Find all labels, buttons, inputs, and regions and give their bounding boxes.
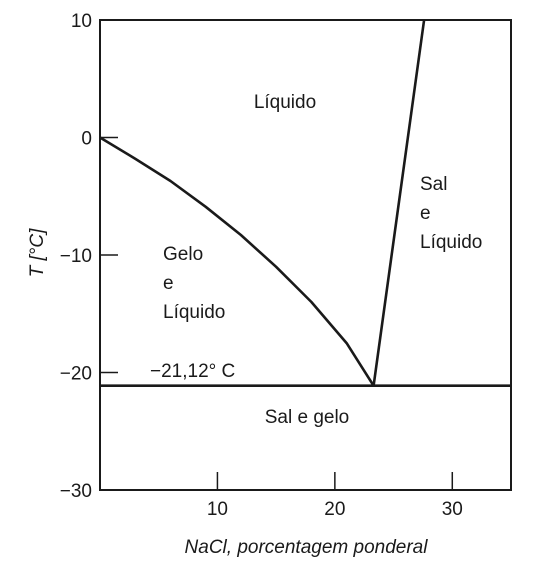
region-label-salt-liquid-line-1: Sal (420, 174, 447, 195)
region-label-salt-liquid: Sal e Líquido (420, 174, 482, 253)
x-tick-label: 10 (207, 499, 228, 520)
y-axis-title: T [°C] (27, 228, 48, 277)
region-label-ice-liquid-line-1: Gelo (163, 244, 203, 265)
x-axis-title: NaCl, porcentagem ponderal (185, 537, 429, 558)
liquidus-ice-curve (99, 136, 375, 387)
x-tick-label: 20 (324, 499, 345, 520)
region-label-liquid: Líquido (254, 92, 316, 113)
y-tick-label: −20 (60, 364, 92, 385)
region-label-ice-liquid-line-3: Líquido (163, 302, 225, 323)
y-tick-label: −10 (60, 246, 92, 267)
y-tick-label: −30 (60, 481, 92, 502)
y-tick-label: 0 (81, 129, 92, 150)
eutectic-label: −21,12° C (150, 361, 235, 382)
region-label-salt-liquid-line-2: e (420, 203, 431, 224)
phase-curves (99, 19, 511, 388)
region-label-salt-ice: Sal e gelo (265, 407, 350, 428)
axis-ticks: 10 0 −10 −20 −30 10 20 30 (60, 11, 463, 520)
y-tick-label: 10 (71, 11, 92, 32)
x-tick-label: 30 (442, 499, 463, 520)
region-label-salt-liquid-line-3: Líquido (420, 232, 482, 253)
region-label-ice-liquid-line-2: e (163, 273, 174, 294)
liquidus-salt-line (372, 19, 426, 386)
region-label-ice-liquid: Gelo e Líquido (163, 244, 225, 323)
